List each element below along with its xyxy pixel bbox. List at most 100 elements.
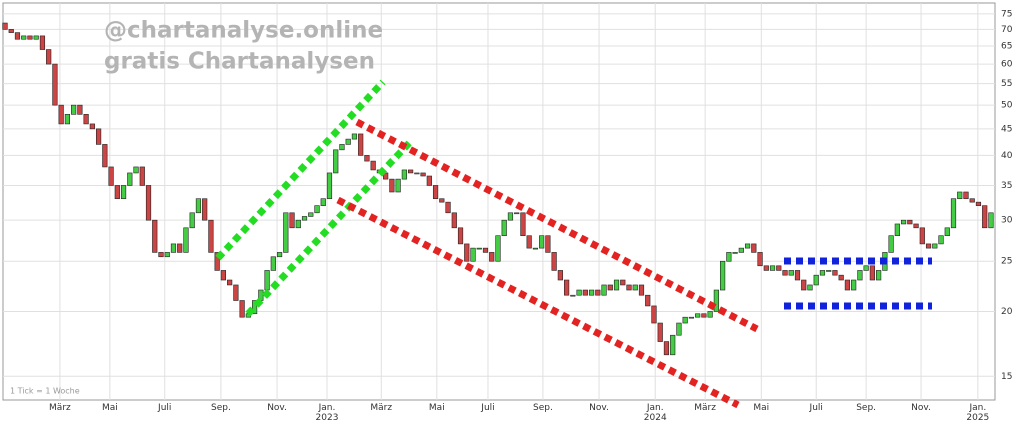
y-tick-label: 30 bbox=[1001, 216, 1013, 226]
tick-note: 1 Tick = 1 Woche bbox=[10, 387, 80, 396]
candle bbox=[595, 289, 601, 296]
candle bbox=[152, 219, 158, 253]
candle bbox=[214, 252, 220, 271]
candle bbox=[657, 322, 663, 342]
candle bbox=[769, 265, 776, 271]
candle bbox=[645, 294, 651, 307]
candle bbox=[364, 155, 370, 162]
candle bbox=[314, 205, 320, 214]
candle bbox=[58, 104, 64, 125]
candle bbox=[482, 247, 489, 253]
candle bbox=[919, 227, 925, 245]
candle bbox=[757, 252, 763, 267]
x-tick-label: Juli bbox=[481, 403, 495, 413]
candle bbox=[838, 274, 844, 281]
candle bbox=[545, 235, 551, 253]
candles bbox=[2, 22, 994, 356]
trend-channel bbox=[215, 79, 386, 261]
candle bbox=[252, 300, 258, 315]
candle bbox=[489, 252, 495, 262]
candle bbox=[514, 212, 520, 215]
x-tick-label: Nov. bbox=[589, 403, 609, 413]
candle bbox=[95, 128, 102, 145]
candle bbox=[863, 265, 869, 271]
y-tick-label: 40 bbox=[1001, 151, 1013, 161]
x-tick-label: Juli bbox=[809, 403, 823, 413]
candle bbox=[632, 284, 638, 291]
candle bbox=[763, 265, 769, 271]
watermark: @chartanalyse.online bbox=[104, 18, 383, 44]
candle bbox=[326, 172, 333, 200]
candle bbox=[932, 243, 938, 249]
candle bbox=[651, 305, 657, 324]
candle bbox=[520, 212, 526, 237]
x-tick-label: Juli bbox=[158, 403, 172, 413]
candle bbox=[826, 270, 832, 272]
candle bbox=[975, 201, 982, 206]
candle bbox=[557, 270, 563, 281]
x-tick-label: Mai bbox=[101, 403, 118, 413]
candle bbox=[457, 227, 464, 245]
y-tick-label: 35 bbox=[1001, 181, 1012, 191]
candle bbox=[33, 35, 39, 40]
candle bbox=[227, 279, 233, 286]
candle bbox=[751, 243, 757, 253]
candle bbox=[813, 274, 819, 286]
y-tick-label: 55 bbox=[1001, 79, 1012, 89]
candle bbox=[832, 270, 838, 276]
candle bbox=[495, 235, 501, 262]
candle bbox=[607, 284, 613, 291]
candle bbox=[626, 284, 632, 291]
candle bbox=[177, 243, 183, 253]
y-tick-label: 15 bbox=[1001, 372, 1012, 382]
candle bbox=[551, 252, 557, 271]
candle bbox=[807, 284, 813, 291]
candle bbox=[894, 223, 900, 237]
x-tick-label: Jan. 2023 bbox=[315, 403, 339, 423]
candle bbox=[108, 166, 114, 186]
candle bbox=[670, 334, 676, 356]
candle bbox=[969, 198, 975, 203]
x-tick-label: Sep. bbox=[532, 403, 553, 413]
candle bbox=[439, 198, 445, 203]
candle bbox=[145, 185, 152, 221]
candle bbox=[638, 284, 645, 296]
candle bbox=[414, 172, 420, 175]
watermark: gratis Chartanalysen bbox=[104, 49, 375, 75]
candle bbox=[270, 256, 276, 271]
candle bbox=[426, 175, 432, 186]
candle bbox=[239, 300, 245, 318]
candle bbox=[944, 227, 950, 237]
candle bbox=[588, 289, 595, 296]
x-tick-label: Sep. bbox=[210, 403, 231, 413]
candle bbox=[707, 311, 713, 318]
candle bbox=[869, 265, 875, 281]
candle bbox=[507, 212, 514, 221]
candle bbox=[39, 35, 46, 50]
candle bbox=[851, 279, 857, 291]
x-tick-label: März bbox=[694, 403, 716, 413]
candle bbox=[582, 289, 588, 296]
y-tick-label: 65 bbox=[1001, 42, 1012, 52]
candle bbox=[938, 235, 944, 245]
x-tick-label: März bbox=[370, 403, 393, 413]
candle bbox=[14, 32, 21, 40]
candle bbox=[345, 138, 351, 145]
candle bbox=[688, 316, 695, 319]
candle bbox=[320, 198, 326, 206]
x-tick-label: März bbox=[49, 403, 71, 413]
candle bbox=[208, 219, 214, 253]
y-tick-label: 25 bbox=[1001, 257, 1012, 267]
trend-channel bbox=[355, 118, 759, 333]
candle bbox=[701, 313, 707, 318]
candle bbox=[913, 223, 919, 229]
candle bbox=[164, 252, 170, 258]
candle bbox=[925, 243, 932, 249]
candle bbox=[782, 270, 788, 276]
candle bbox=[682, 316, 688, 324]
candle bbox=[370, 160, 376, 171]
candle bbox=[52, 63, 58, 106]
candle bbox=[738, 247, 744, 253]
candle bbox=[876, 270, 882, 281]
